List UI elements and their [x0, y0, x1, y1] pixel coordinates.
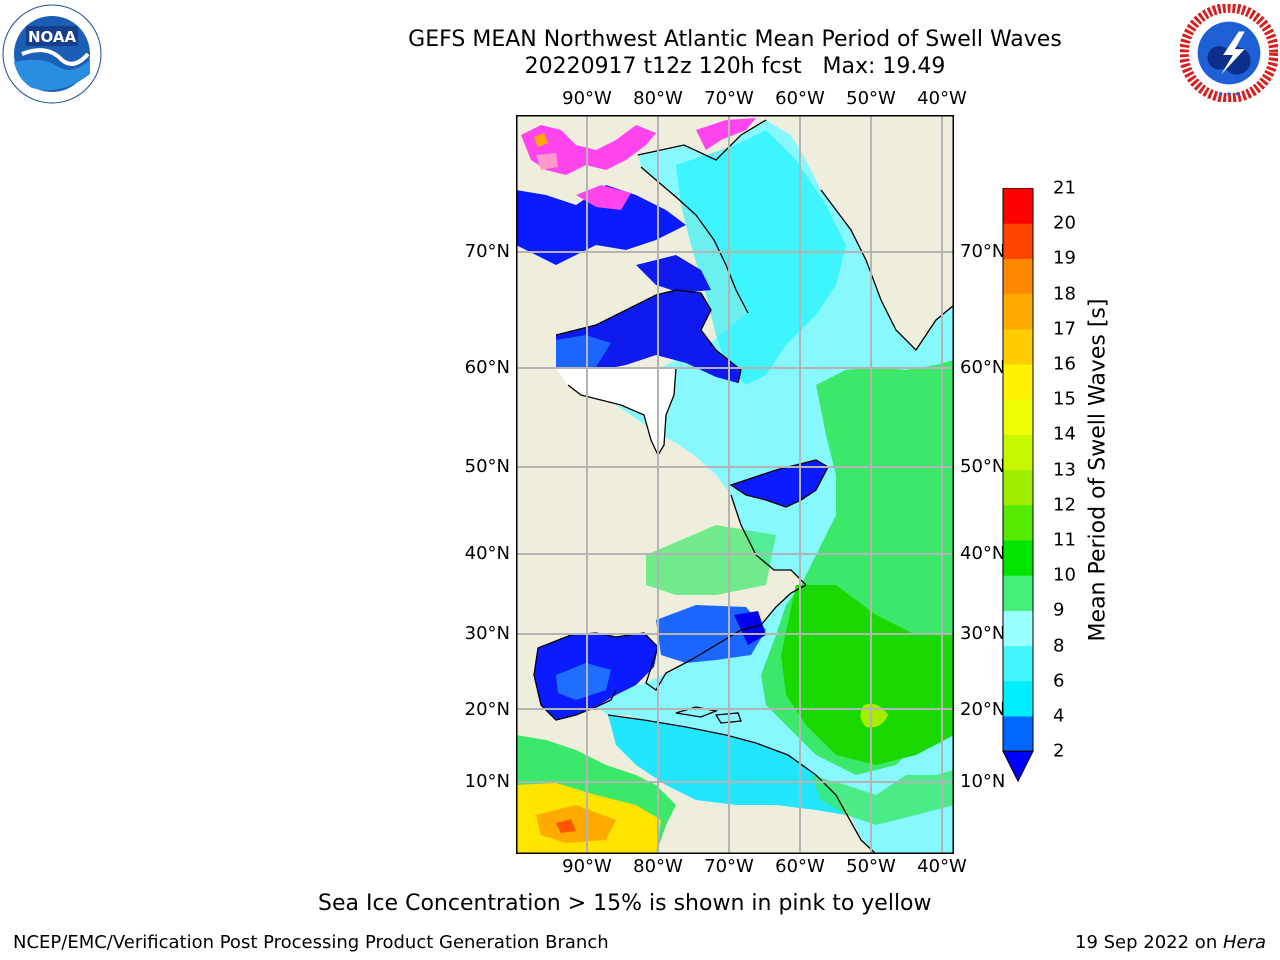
colorbar-tick-label: 8 — [1053, 635, 1065, 657]
sea-ice-note-text: Sea Ice Concentration > 15% is shown in … — [318, 891, 932, 916]
colorbar-tick-label: 4 — [1053, 705, 1065, 727]
lat-label-right-20n: 20°N — [960, 699, 1006, 720]
lon-label-top-90w: 90°W — [562, 88, 612, 109]
colorbar-tick-label: 14 — [1053, 423, 1076, 445]
swell-period-map — [516, 115, 954, 854]
lat-label-left-10n: 10°N — [464, 771, 510, 792]
gulf-light-patch — [556, 663, 611, 700]
ocean-green-southeast — [811, 770, 954, 825]
footer-date: 19 Sep 2022 on Hera — [1075, 932, 1266, 953]
colorbar-segment — [1003, 540, 1033, 576]
svg-text:★ ★ ★: ★ ★ ★ — [1218, 90, 1241, 98]
colorbar-segment — [1003, 328, 1033, 365]
colorbar-label: Mean Period of Swell Waves [s] — [1085, 298, 1111, 642]
colorbar-outline — [1002, 188, 1034, 752]
lat-label-left-30n: 30°N — [464, 623, 510, 644]
colorbar-tick-label: 12 — [1053, 494, 1076, 516]
gulf-of-st-lawrence — [731, 460, 828, 507]
lon-label-top-80w: 80°W — [633, 88, 683, 109]
nws-logo: ★ ★ ★ — [1180, 4, 1278, 102]
colorbar-segment — [1003, 645, 1033, 682]
lat-label-left-20n: 20°N — [464, 699, 510, 720]
colorbar-tick-label: 17 — [1053, 318, 1076, 340]
footer-machine: Hera — [1222, 932, 1266, 953]
lat-label-left-50n: 50°N — [464, 456, 510, 477]
lat-label-right-70n: 70°N — [960, 241, 1006, 262]
graticule — [516, 115, 954, 854]
lon-label-top-40w: 40°W — [917, 88, 967, 109]
south-america-orange — [536, 805, 616, 843]
colorbar-segment — [1003, 293, 1033, 330]
lon-label-top-50w: 50°W — [846, 88, 896, 109]
colorbar-segment — [1003, 610, 1033, 647]
south-america-red — [556, 819, 576, 833]
colorbar-tick-label: 20 — [1053, 212, 1076, 234]
lat-label-right-50n: 50°N — [960, 456, 1006, 477]
colorbar-segment — [1003, 504, 1033, 541]
sea-ice-light — [536, 153, 558, 170]
ocean-green-strip — [646, 525, 776, 595]
sea-ice-pink-2 — [576, 185, 631, 210]
sea-ice-pink-3 — [696, 118, 756, 150]
colorbar-tick-label: 18 — [1053, 283, 1076, 305]
sea-ice-orange — [534, 133, 548, 147]
lat-label-right-10n: 10°N — [960, 771, 1006, 792]
colorbar-segment — [1003, 223, 1033, 259]
colorbar-tick-label: 10 — [1053, 564, 1076, 586]
lat-label-right-60n: 60°N — [960, 357, 1006, 378]
colorbar-extend-min — [1002, 750, 1034, 783]
colorbar-segment — [1003, 469, 1033, 506]
lon-label-bottom-90w: 90°W — [562, 856, 612, 877]
lon-label-bottom-70w: 70°W — [704, 856, 754, 877]
colorbar-tick-label: 13 — [1053, 459, 1076, 481]
colorbar-segment — [1003, 258, 1033, 295]
foxe-basin — [636, 255, 711, 293]
lat-label-left-40n: 40°N — [464, 543, 510, 564]
lat-label-left-60n: 60°N — [464, 357, 510, 378]
colorbar-tick-label: 19 — [1053, 247, 1076, 269]
colorbar-tick-label: 9 — [1053, 599, 1065, 621]
lat-label-left-70n: 70°N — [464, 241, 510, 262]
colorbar-tick-label: 15 — [1053, 388, 1076, 410]
ocean-green-core — [781, 585, 954, 765]
lon-label-bottom-60w: 60°W — [775, 856, 825, 877]
footer-date-text: 19 Sep 2022 on — [1075, 932, 1223, 953]
page-title: GEFS MEAN Northwest Atlantic Mean Period… — [408, 27, 1062, 52]
colorbar-segment — [1003, 575, 1033, 611]
noaa-logo: NOAA — [2, 4, 102, 104]
colorbar — [1002, 188, 1034, 783]
hudson-bay-light — [556, 335, 611, 367]
colorbar-segment — [1003, 364, 1033, 400]
page-subtitle: 20220917 t12z 120h fcst Max: 19.49 — [524, 54, 946, 79]
lon-label-bottom-50w: 50°W — [846, 856, 896, 877]
colorbar-segment — [1003, 434, 1033, 471]
colorbar-tick-label: 16 — [1053, 353, 1076, 375]
colorbar-tick-label: 2 — [1053, 740, 1065, 762]
ocean-cyan-band — [676, 130, 846, 385]
lon-label-top-70w: 70°W — [704, 88, 754, 109]
colorbar-segment — [1003, 399, 1033, 435]
colorbar-segment — [1003, 188, 1033, 224]
lon-label-bottom-40w: 40°W — [917, 856, 967, 877]
colorbar-tick-label: 11 — [1053, 529, 1076, 551]
lon-label-top-60w: 60°W — [775, 88, 825, 109]
colorbar-tick-label: 6 — [1053, 670, 1065, 692]
lat-label-right-30n: 30°N — [960, 623, 1006, 644]
footer-credit: NCEP/EMC/Verification Post Processing Pr… — [13, 932, 609, 953]
colorbar-segment — [1003, 680, 1033, 717]
lon-label-bottom-80w: 80°W — [633, 856, 683, 877]
colorbar-segment — [1003, 716, 1033, 752]
lat-label-right-40n: 40°N — [960, 543, 1006, 564]
noaa-logo-word: NOAA — [28, 28, 77, 46]
hudson-bay — [556, 290, 741, 383]
caribbean-sea — [608, 715, 846, 815]
colorbar-tick-label: 21 — [1053, 177, 1076, 199]
arctic-channels — [516, 185, 686, 265]
